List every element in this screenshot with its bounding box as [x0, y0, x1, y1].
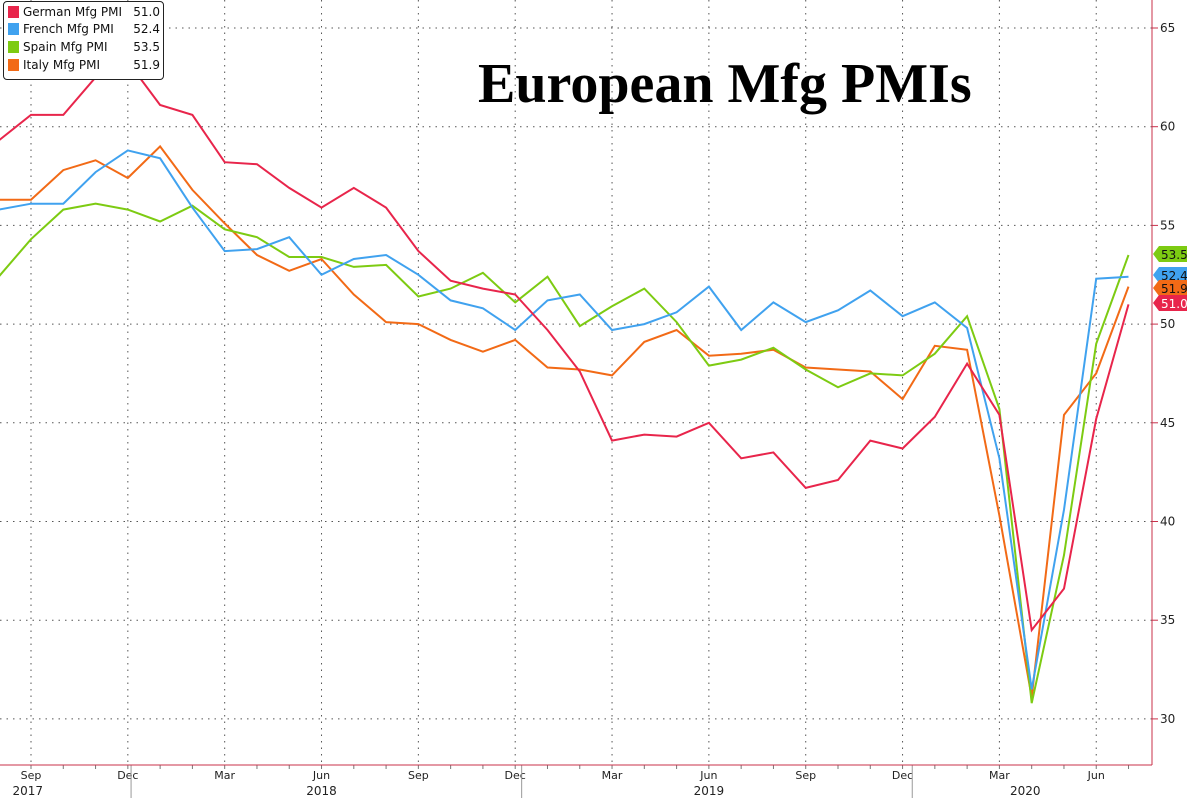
- legend-swatch: [8, 23, 19, 35]
- legend-value: 53.5: [133, 40, 160, 54]
- y-tick-label: 35: [1160, 613, 1175, 627]
- end-label-value: 53.5: [1161, 248, 1187, 262]
- end-label-tag: [1153, 267, 1187, 283]
- x-tick-label: Sep: [408, 769, 429, 782]
- x-tick-label: Jun: [1087, 769, 1105, 782]
- legend-swatch: [8, 41, 19, 53]
- x-tick-label: Sep: [795, 769, 816, 782]
- x-year-label: 2020: [1010, 784, 1041, 798]
- x-tick-label: Mar: [989, 769, 1010, 782]
- legend-value: 52.4: [133, 22, 160, 36]
- series-line-spain: [0, 202, 1130, 704]
- x-year-label: 2019: [694, 784, 725, 798]
- y-tick-label: 60: [1160, 120, 1175, 134]
- y-tick-label: 45: [1160, 416, 1175, 430]
- x-tick-label: Jun: [699, 769, 717, 782]
- end-label-value: 51.9: [1161, 282, 1187, 296]
- series-line-french: [0, 149, 1129, 690]
- legend: German Mfg PMI 51.0 French Mfg PMI 52.4 …: [3, 1, 164, 80]
- x-year-label: 2017: [12, 784, 43, 798]
- x-tick-label: Mar: [602, 769, 623, 782]
- end-label-tag: [1153, 280, 1187, 296]
- y-tick-label: 40: [1160, 515, 1175, 529]
- end-value-label: 51.9: [1153, 280, 1187, 296]
- x-tick-label: Sep: [21, 769, 42, 782]
- legend-label: French Mfg PMI: [23, 22, 114, 36]
- end-value-label: 53.5: [1153, 246, 1187, 262]
- legend-label: Italy Mfg PMI: [23, 58, 100, 72]
- x-tick-label: Dec: [892, 769, 913, 782]
- end-label-value: 51.0: [1161, 297, 1187, 311]
- chart-title: European Mfg PMIs: [478, 53, 972, 115]
- end-value-label: 52.4: [1153, 267, 1187, 283]
- x-tick-label: Dec: [505, 769, 526, 782]
- legend-swatch: [8, 59, 19, 71]
- legend-value: 51.0: [133, 5, 160, 19]
- legend-item-italy: Italy Mfg PMI 51.9: [8, 57, 160, 73]
- x-year-label: 2018: [306, 784, 337, 798]
- legend-item-french: French Mfg PMI 52.4: [8, 21, 160, 37]
- legend-label: Spain Mfg PMI: [23, 40, 108, 54]
- legend-swatch: [8, 6, 19, 18]
- series-line-german: [0, 60, 1130, 633]
- legend-item-german: German Mfg PMI 51.0: [8, 4, 160, 20]
- end-label-value: 52.4: [1161, 269, 1187, 283]
- y-tick-label: 30: [1160, 712, 1175, 726]
- y-tick-label: 55: [1160, 218, 1175, 232]
- end-label-tag: [1153, 246, 1187, 262]
- x-tick-label: Jun: [312, 769, 330, 782]
- x-tick-label: Dec: [117, 769, 138, 782]
- end-value-label: 51.0: [1153, 295, 1187, 311]
- series-line-italy: [0, 144, 1130, 698]
- legend-value: 51.9: [133, 58, 160, 72]
- x-tick-label: Mar: [214, 769, 235, 782]
- legend-label: German Mfg PMI: [23, 5, 123, 19]
- y-tick-label: 65: [1160, 21, 1175, 35]
- legend-item-spain: Spain Mfg PMI 53.5: [8, 39, 160, 55]
- y-tick-label: 50: [1160, 317, 1175, 331]
- end-label-tag: [1153, 295, 1187, 311]
